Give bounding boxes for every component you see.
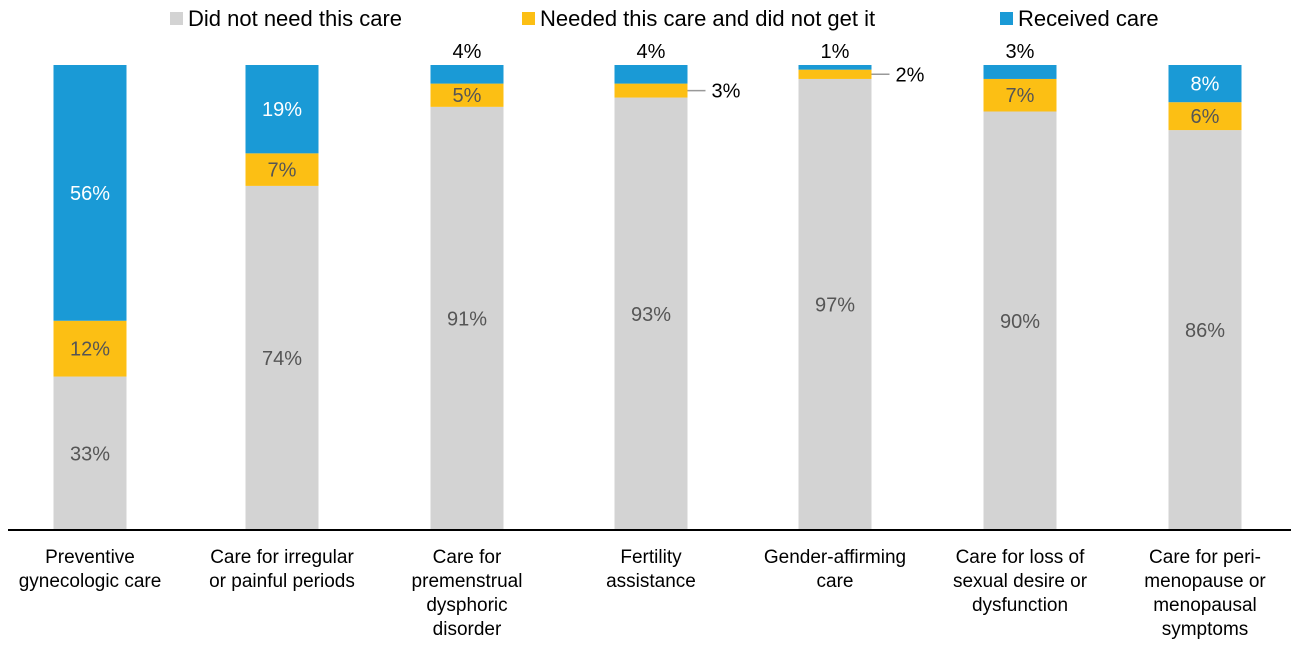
data-label: 91% [447, 308, 487, 330]
bar-segment [53, 65, 127, 321]
bar-segment [798, 78, 872, 530]
data-label: 12% [70, 339, 110, 361]
x-tick-label: Preventive gynecologic care [19, 547, 162, 592]
bar-segment [53, 376, 127, 530]
legend-label: Needed this care and did not get it [540, 6, 875, 31]
bar-group-3: 93% 3% 4% [614, 41, 741, 531]
x-tick-label: Care for premenstrual dysphoric disorder [412, 547, 523, 640]
data-label: 7% [268, 160, 297, 182]
bar-segment [798, 69, 872, 79]
bar-segment [430, 65, 504, 84]
x-tick-label: Care for peri-menopause or menopausal symp… [1144, 547, 1266, 640]
bar-group-6: 86% 6% 8% [1168, 65, 1242, 530]
data-label: 86% [1185, 320, 1225, 342]
data-label: 56% [70, 183, 110, 205]
bar-group-5: 90% 7% 3% [983, 41, 1057, 530]
data-label: 1% [821, 41, 850, 63]
legend-item-1: Needed this care and did not get it [522, 6, 875, 31]
bar-segment [983, 111, 1057, 530]
legend-swatch [522, 12, 535, 25]
x-tick-label: Care for loss of sexual desire or dysfunct… [953, 547, 1088, 616]
bar-segment [1168, 130, 1242, 530]
bar-segment [614, 65, 688, 84]
data-label: 74% [262, 348, 302, 370]
bar-segment [983, 65, 1057, 79]
bar-segment [245, 65, 319, 154]
data-label: 8% [1191, 74, 1220, 96]
legend-label: Did not need this care [188, 6, 402, 31]
data-label: 6% [1191, 106, 1220, 128]
data-label: 97% [815, 294, 855, 316]
legend-item-0: Did not need this care [170, 6, 402, 31]
bar-group-4: 97% 2% 1% [798, 41, 925, 530]
x-tick-label: Care for irregular or painful periods [209, 547, 355, 592]
bar-segment [53, 320, 127, 377]
data-label: 3% [1006, 41, 1035, 63]
bar-segment [614, 97, 688, 531]
data-label: 90% [1000, 311, 1040, 333]
legend-swatch [170, 12, 183, 25]
bar-group-1: 74% 7% 19% [245, 65, 319, 530]
bar-segment [1168, 65, 1242, 103]
bar-segment [245, 185, 319, 530]
bar-segment [430, 83, 504, 107]
data-label: 2% [896, 64, 925, 86]
bar-group-0: 33% 12% 56% [53, 65, 127, 530]
data-label: 3% [712, 81, 741, 103]
bar-segment [983, 78, 1057, 112]
bar-group-2: 91% 5% 4% [430, 41, 504, 530]
bar-segment [1168, 102, 1242, 131]
x-tick-label: Fertility assistance [606, 547, 696, 592]
bar-segment [798, 65, 872, 70]
plot-area: 33% 12% 56% 74% 7% 19% 91% 5% 4% 93% 3% 4% 97% 2% 1% 90… [53, 41, 1242, 531]
legend-swatch [1000, 12, 1013, 25]
data-label: 33% [70, 443, 110, 465]
legend: Did not need this care Needed this care a… [170, 6, 1159, 31]
legend-label: Received care [1018, 6, 1159, 31]
bar-segment [245, 153, 319, 186]
bar-segment [614, 83, 688, 98]
legend-item-2: Received care [1000, 6, 1159, 31]
data-label: 7% [1006, 85, 1035, 107]
x-tick-label: Gender-affirming care [764, 547, 906, 592]
data-label: 4% [453, 41, 482, 63]
x-axis-tick-labels: Preventive gynecologic care Care for irreg… [19, 547, 1267, 640]
data-label: 19% [262, 99, 302, 121]
data-label: 4% [637, 41, 666, 63]
bar-segment [430, 106, 504, 530]
data-label: 93% [631, 304, 671, 326]
data-label: 5% [453, 85, 482, 107]
